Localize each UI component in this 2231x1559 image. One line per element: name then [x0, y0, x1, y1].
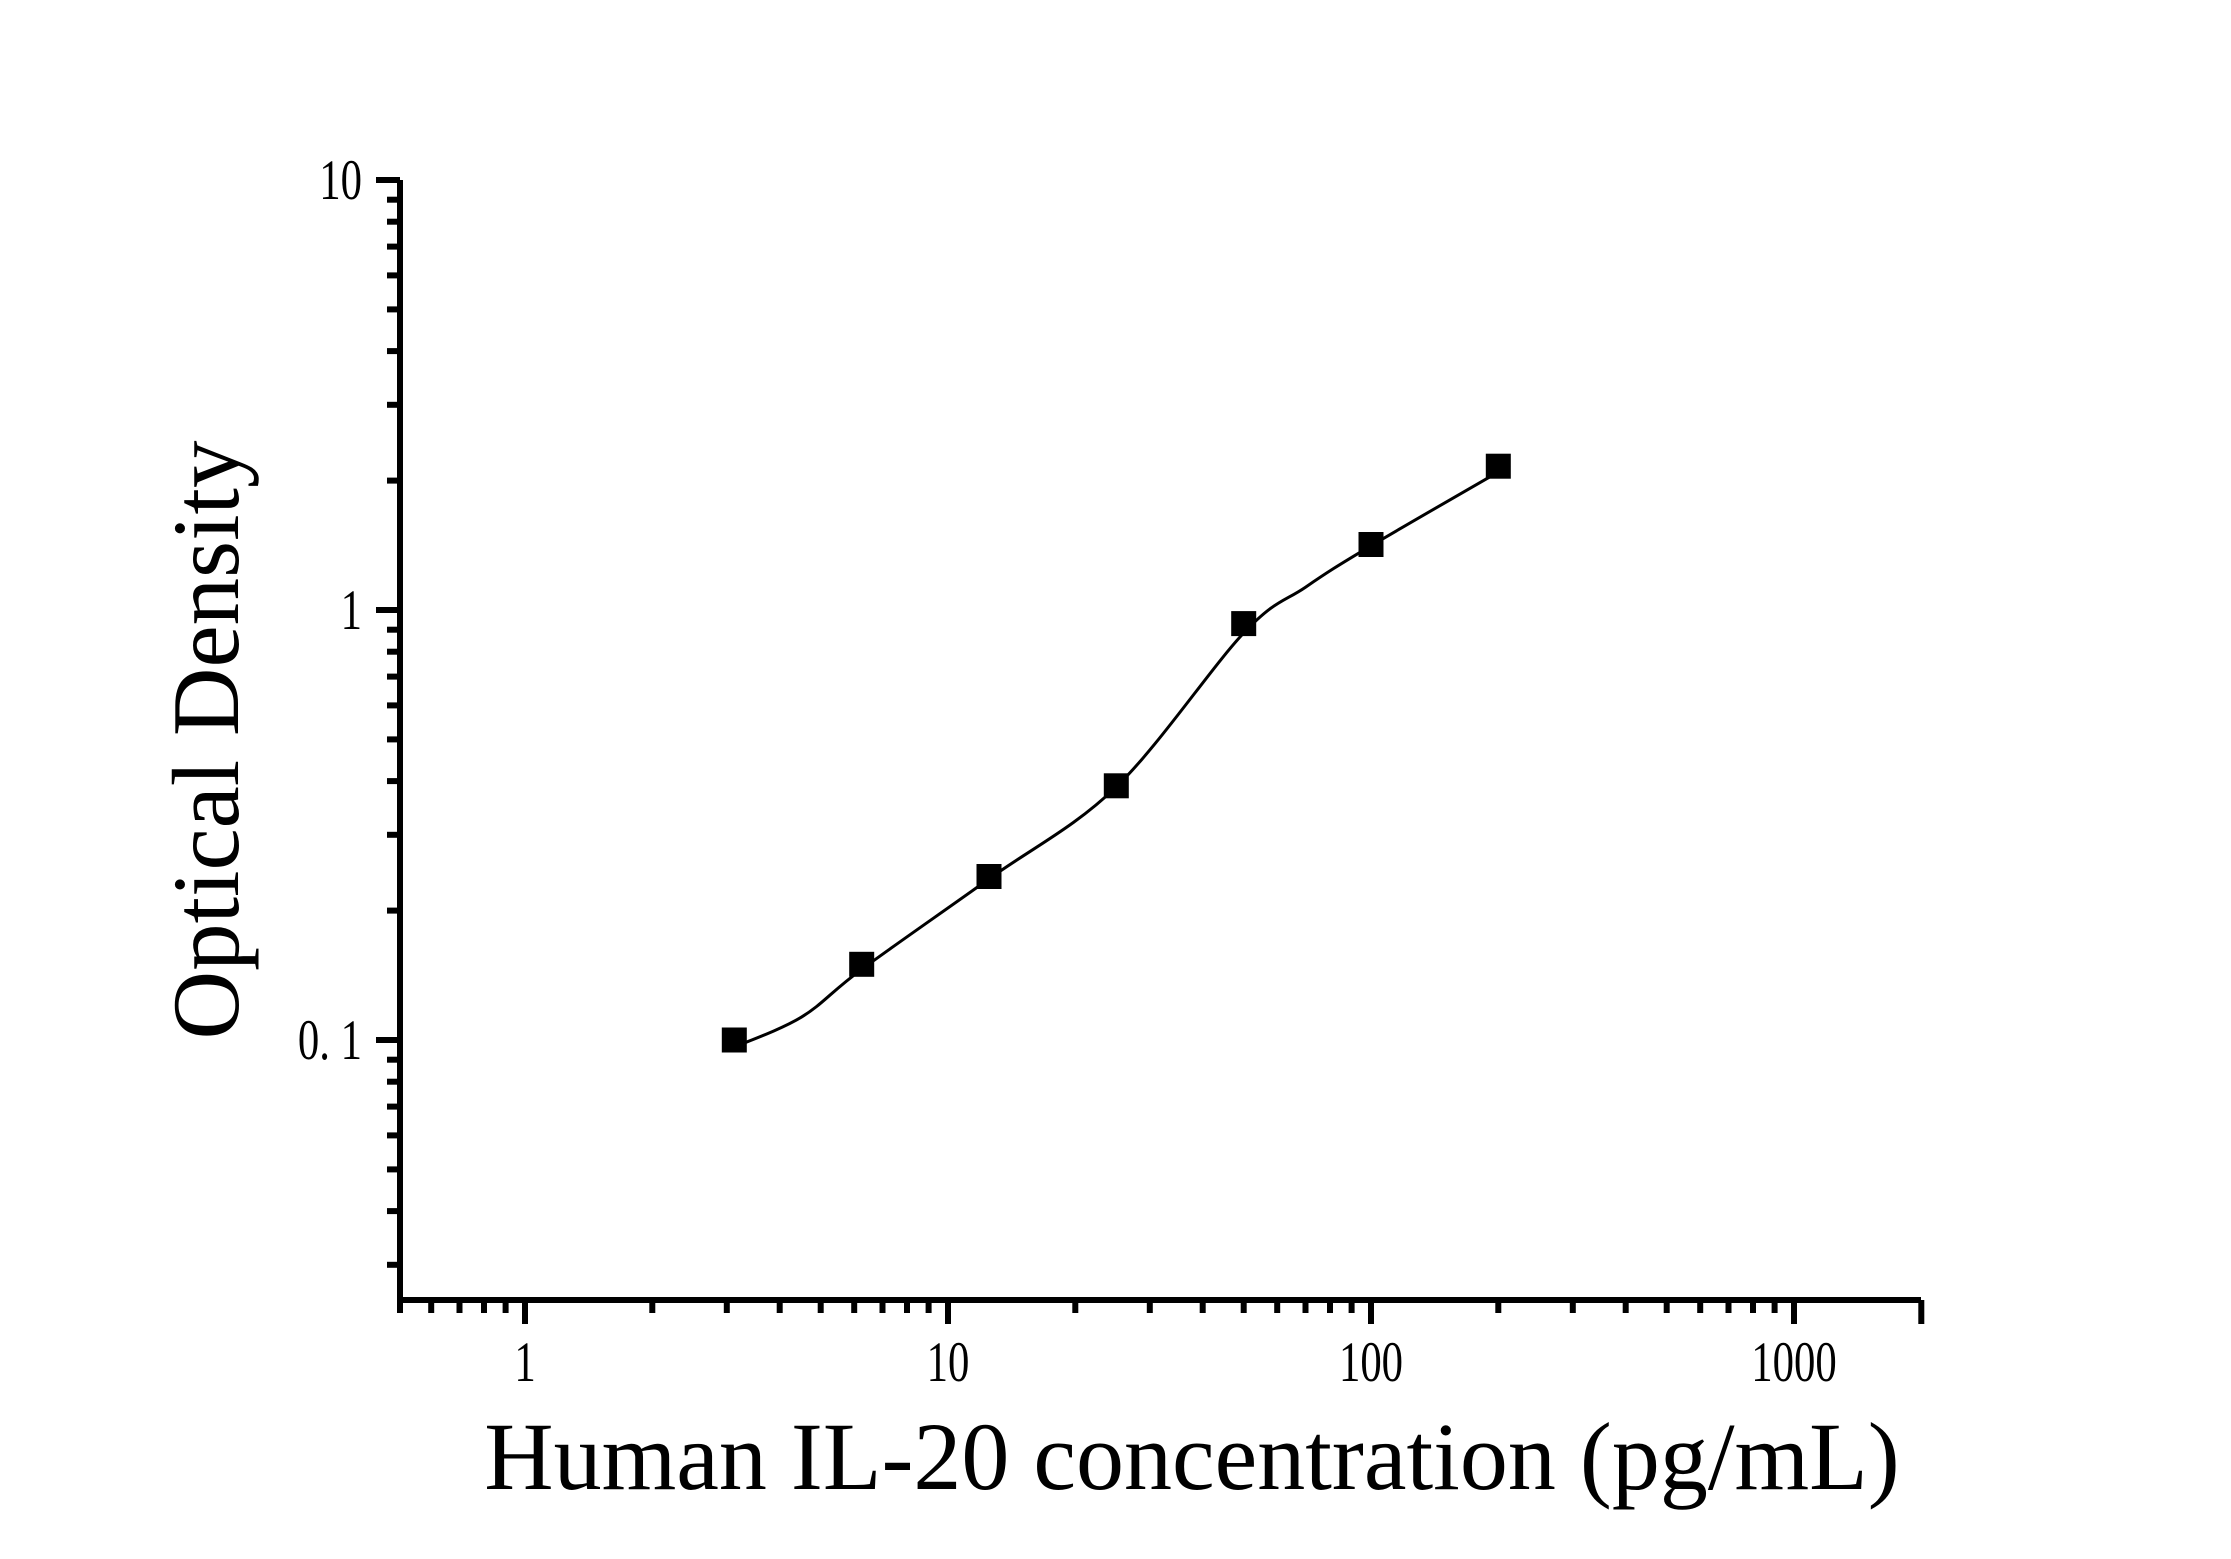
y-tick-label: 10 [319, 148, 362, 211]
x-axis-title: Human IL-20 concentration (pg/mL) [484, 1403, 1900, 1510]
y-tick-label: 1 [341, 578, 362, 641]
data-point-marker [976, 864, 1002, 889]
data-point-marker [1358, 532, 1384, 557]
x-tick-label: 1000 [1751, 1330, 1836, 1393]
x-tick-label: 1 [514, 1330, 535, 1393]
x-tick-label: 10 [927, 1330, 970, 1393]
y-axis-title: Optical Density [152, 440, 259, 1040]
data-point-marker [849, 951, 875, 977]
data-point-marker [721, 1027, 747, 1053]
data-point-marker [1485, 453, 1511, 479]
y-tick-label: 0. 1 [298, 1008, 362, 1071]
data-point-marker [1231, 611, 1257, 637]
data-point-marker [1103, 773, 1129, 799]
x-tick-label: 100 [1339, 1330, 1403, 1393]
